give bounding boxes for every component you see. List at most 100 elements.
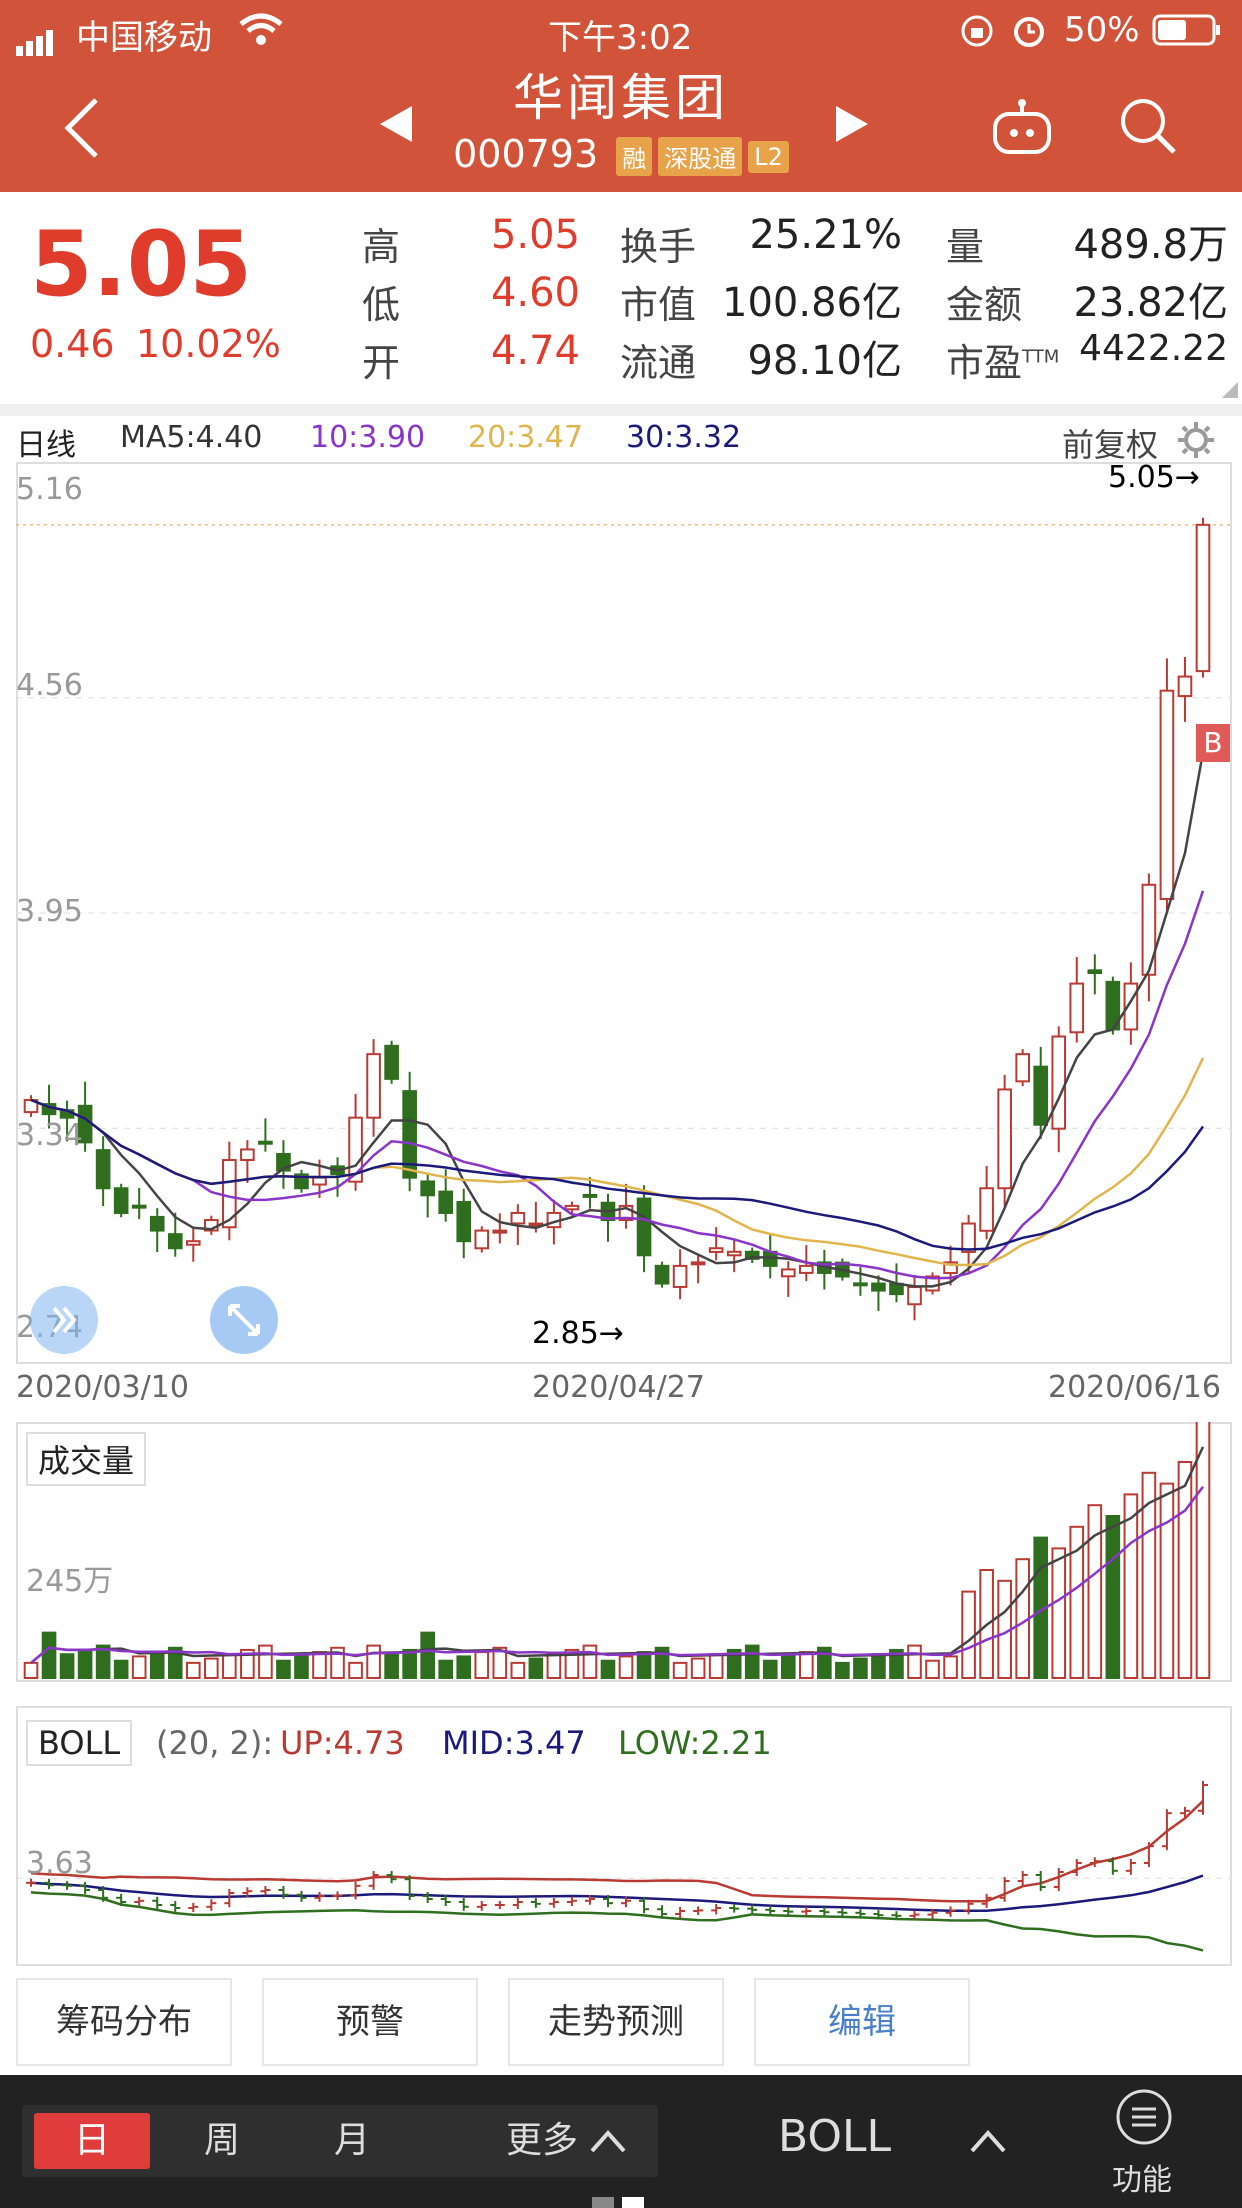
open-value: 4.74 xyxy=(490,328,580,374)
boll-up: UP:4.73 xyxy=(280,1724,405,1762)
candle-body xyxy=(1051,1035,1067,1130)
volume-bar xyxy=(762,1659,778,1680)
volume-bar xyxy=(618,1655,634,1679)
y-label-4: 3.34 xyxy=(16,1118,83,1153)
volume-bar xyxy=(925,1659,940,1680)
ma5-value: MA5:4.40 xyxy=(120,420,263,455)
candle-body xyxy=(240,1148,255,1162)
alarm-icon xyxy=(1014,17,1044,47)
chevron-up-icon[interactable] xyxy=(588,2127,628,2155)
stock-code-row: 000793 融深股通 L2 xyxy=(0,132,1242,176)
prev-stock-icon[interactable] xyxy=(376,104,416,144)
candle-body xyxy=(672,1264,688,1288)
y-label-3: 3.95 xyxy=(16,894,83,929)
volume-value: 489.8万 xyxy=(1073,222,1228,268)
volume-bar xyxy=(330,1646,345,1679)
candle-body xyxy=(564,1204,580,1211)
adjust-label[interactable]: 前复权 xyxy=(1062,426,1159,464)
price-change-pct: 10.02% xyxy=(136,322,281,366)
candle-body xyxy=(384,1044,399,1080)
volume-bar xyxy=(366,1644,381,1680)
next-stock-icon[interactable] xyxy=(832,104,872,144)
volume-bar xyxy=(600,1659,616,1680)
settings-gear-icon[interactable] xyxy=(1176,420,1216,460)
edit-button[interactable]: 编辑 xyxy=(754,1978,970,2066)
alert-button[interactable]: 预警 xyxy=(262,1978,478,2066)
indicator-name[interactable]: BOLL xyxy=(778,2111,892,2162)
candle-body xyxy=(1015,1053,1030,1083)
status-bar: 中国移动 下午3:02 50% xyxy=(0,0,1242,60)
vol-ma10-line xyxy=(30,1486,1204,1664)
date-end: 2020/06/16 xyxy=(1048,1370,1221,1405)
stock-code: 000793 xyxy=(453,132,599,176)
volume-bar xyxy=(853,1657,868,1679)
expand-icon xyxy=(228,1304,260,1336)
candle-body xyxy=(1141,883,1157,976)
candle-body xyxy=(1177,675,1193,698)
period-month[interactable]: 月 xyxy=(333,2120,370,2161)
candle-body xyxy=(1195,523,1211,673)
trend-forecast-button[interactable]: 走势预测 xyxy=(508,1978,724,2066)
boll-chart[interactable] xyxy=(0,1706,1242,1966)
quote-panel: 5.05 0.46 10.02% 高 5.05 低 4.60 开 4.74 换手… xyxy=(0,192,1242,404)
volume-bar xyxy=(510,1661,526,1680)
volume-bar xyxy=(1123,1493,1139,1680)
home-indicator xyxy=(592,2197,614,2208)
min-price-marker: 2.85→ xyxy=(532,1316,624,1351)
candle-body xyxy=(1069,982,1085,1034)
volume-bar xyxy=(222,1653,237,1680)
low-label: 低 xyxy=(362,283,401,327)
boll-mid-line xyxy=(30,1874,1204,1913)
period-label[interactable]: 日线 xyxy=(16,428,76,463)
period-more[interactable]: 更多 xyxy=(505,2120,578,2161)
volume-bar xyxy=(546,1653,562,1680)
date-start: 2020/03/10 xyxy=(16,1370,189,1405)
high-label: 高 xyxy=(362,225,401,269)
replay-button[interactable] xyxy=(30,1286,98,1354)
candle-body xyxy=(582,1193,598,1198)
volume-bar xyxy=(438,1659,454,1680)
volume-bar xyxy=(1159,1482,1175,1679)
volume-bar xyxy=(889,1648,904,1679)
candle-body xyxy=(871,1282,886,1292)
volume-chart[interactable] xyxy=(0,1422,1242,1682)
boll-frame xyxy=(16,1706,1232,1966)
menu-circle-icon[interactable] xyxy=(1114,2087,1174,2147)
boll-lower-line xyxy=(30,1891,1204,1952)
volume-bar xyxy=(167,1646,183,1679)
stock-name: 华闻集团 xyxy=(513,69,729,127)
kline-chart[interactable] xyxy=(0,462,1242,1364)
candle-body xyxy=(636,1197,652,1257)
amount-value: 23.82亿 xyxy=(1073,280,1228,326)
indicator-chevron-up-icon[interactable] xyxy=(968,2127,1008,2155)
ma30-line xyxy=(30,1098,1205,1251)
volume-bar xyxy=(961,1590,976,1680)
volume-bar xyxy=(1177,1461,1193,1679)
chip-distribution-button[interactable]: 筹码分布 xyxy=(16,1978,232,2066)
boll-low: LOW:2.21 xyxy=(618,1724,772,1762)
battery-icon xyxy=(1152,14,1220,46)
fullscreen-button[interactable] xyxy=(210,1286,278,1354)
volume-bar xyxy=(1051,1547,1067,1680)
y-label-max: 5.16 xyxy=(16,472,83,507)
search-icon[interactable] xyxy=(1118,96,1178,156)
app-header: 中国移动 下午3:02 50% 华闻集团 000793 融深股通 L2 xyxy=(0,0,1242,192)
buy-marker[interactable]: B xyxy=(1196,724,1230,762)
candle-body xyxy=(1159,689,1175,900)
signal-icon xyxy=(16,16,56,56)
ma20-line xyxy=(30,1057,1205,1267)
period-day[interactable]: 日 xyxy=(34,2113,150,2169)
volume-bar xyxy=(294,1655,309,1679)
boll-mid: MID:3.47 xyxy=(442,1724,586,1762)
candle-body xyxy=(456,1201,472,1243)
back-icon[interactable] xyxy=(60,96,104,160)
period-week[interactable]: 周 xyxy=(203,2120,240,2161)
candle-body xyxy=(167,1233,183,1250)
robot-icon[interactable] xyxy=(990,98,1054,156)
candle-body xyxy=(510,1211,526,1225)
function-label[interactable]: 功能 xyxy=(1112,2163,1172,2198)
volume-bar xyxy=(636,1651,652,1680)
period-selector: 日 周 月 更多 xyxy=(22,2105,658,2177)
ma10-value: 10:3.90 xyxy=(310,420,426,455)
rotation-lock-icon xyxy=(961,15,993,47)
